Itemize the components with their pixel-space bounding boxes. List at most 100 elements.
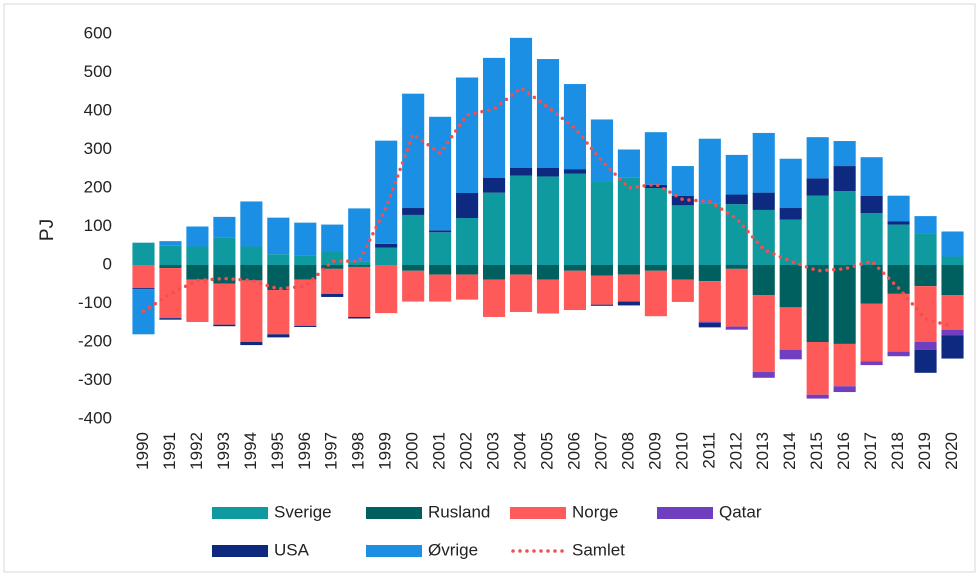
bar-segment xyxy=(644,265,667,271)
bar-segment xyxy=(779,307,802,350)
x-tick-label: 2002 xyxy=(457,432,476,470)
bar-segment xyxy=(186,265,209,280)
legend-label: Norge xyxy=(572,502,618,521)
x-tick-label: 1991 xyxy=(160,432,179,470)
bar-segment xyxy=(294,222,317,256)
bar-segment xyxy=(429,116,452,231)
bar-segment xyxy=(294,279,317,326)
bar-segment xyxy=(725,204,748,265)
bar-segment xyxy=(294,325,317,327)
bar-segment xyxy=(132,242,155,265)
bar-segment xyxy=(887,265,910,294)
bar-segment xyxy=(402,214,425,265)
bar-segment xyxy=(833,166,856,192)
bar-segment xyxy=(294,265,317,280)
bar-segment xyxy=(617,301,640,306)
bar-segment xyxy=(483,192,506,265)
x-tick-label: 1999 xyxy=(376,432,395,470)
bar-segment xyxy=(536,59,560,168)
bar-segment xyxy=(348,265,371,267)
bar-segment xyxy=(941,265,964,296)
bar-segment xyxy=(456,193,479,219)
x-tick-label: 2020 xyxy=(942,432,961,470)
bar-segment xyxy=(644,184,667,188)
bar-segment xyxy=(833,141,856,167)
x-tick-label: 2015 xyxy=(807,432,826,470)
bar-segment xyxy=(159,241,182,246)
bar-segment xyxy=(132,288,155,290)
bar-segment xyxy=(671,265,694,280)
bar-segment xyxy=(590,119,613,182)
legend-label: Sverige xyxy=(274,502,332,521)
bar-segment xyxy=(159,265,182,269)
legend-swatch xyxy=(366,507,422,519)
bar-segment xyxy=(806,265,829,342)
x-tick-label: 1992 xyxy=(187,432,206,470)
bar-segment xyxy=(779,219,802,265)
x-tick-label: 2011 xyxy=(699,432,718,469)
y-tick-label: -400 xyxy=(78,408,112,427)
bar-segment xyxy=(429,232,452,265)
bar-segment xyxy=(833,191,856,265)
x-tick-label: 1990 xyxy=(133,432,152,470)
bar-segment xyxy=(429,274,452,302)
legend-label: Øvrige xyxy=(428,540,478,559)
bar-segment xyxy=(509,274,533,312)
bar-segment xyxy=(617,177,640,265)
x-tick-label: 2018 xyxy=(888,432,907,470)
bar-segment xyxy=(375,265,398,314)
bar-segment xyxy=(509,175,533,265)
bar-segment xyxy=(563,270,587,311)
x-tick-label: 2019 xyxy=(915,432,934,470)
bar-segment xyxy=(240,246,263,265)
bar-segment xyxy=(860,265,883,304)
bar-segment xyxy=(671,205,694,265)
bar-segment xyxy=(887,351,910,357)
bar-segment xyxy=(267,217,290,255)
bar-segment xyxy=(563,173,587,265)
y-tick-label: 500 xyxy=(84,62,112,81)
bar-segment xyxy=(860,361,883,366)
x-tick-label: 1994 xyxy=(241,432,260,470)
y-tick-label: -100 xyxy=(78,293,112,312)
bar-segment xyxy=(725,154,748,195)
bar-segment xyxy=(779,158,802,209)
legend-swatch xyxy=(510,507,566,519)
bar-segment xyxy=(321,293,344,297)
bar-segment xyxy=(590,181,613,265)
bar-segment xyxy=(483,279,506,317)
bar-segment xyxy=(941,231,964,257)
bar-segment xyxy=(267,334,290,338)
bar-segment xyxy=(752,265,775,296)
bar-segment xyxy=(159,268,182,319)
bar-segment xyxy=(806,178,829,196)
bar-segment xyxy=(941,329,964,336)
bar-segment xyxy=(132,265,155,289)
bar-segment xyxy=(429,230,452,233)
bar-segment xyxy=(698,265,721,282)
bar-segment xyxy=(159,318,182,320)
bar-segment xyxy=(456,274,479,300)
legend-swatch xyxy=(657,507,713,519)
bar-segment xyxy=(348,208,371,262)
bar-segment xyxy=(402,270,425,302)
bar-segment xyxy=(483,57,506,178)
bar-segment xyxy=(186,246,209,265)
legend-swatch xyxy=(212,507,268,519)
bar-segment xyxy=(914,286,937,342)
bar-segment xyxy=(267,290,290,335)
bar-segment xyxy=(887,224,910,265)
bar-segment xyxy=(186,279,209,322)
bar-segment xyxy=(240,342,263,346)
bar-segment xyxy=(860,195,883,214)
bar-segment xyxy=(779,208,802,220)
bar-segment xyxy=(833,386,856,393)
bar-segment xyxy=(240,280,263,342)
legend-label: Samlet xyxy=(572,540,625,559)
bar-segment xyxy=(213,324,236,327)
bar-segment xyxy=(429,265,452,275)
bar-segment xyxy=(159,245,182,265)
y-tick-label: 100 xyxy=(84,216,112,235)
x-tick-label: 2005 xyxy=(537,432,556,470)
y-tick-label: 0 xyxy=(103,254,112,273)
